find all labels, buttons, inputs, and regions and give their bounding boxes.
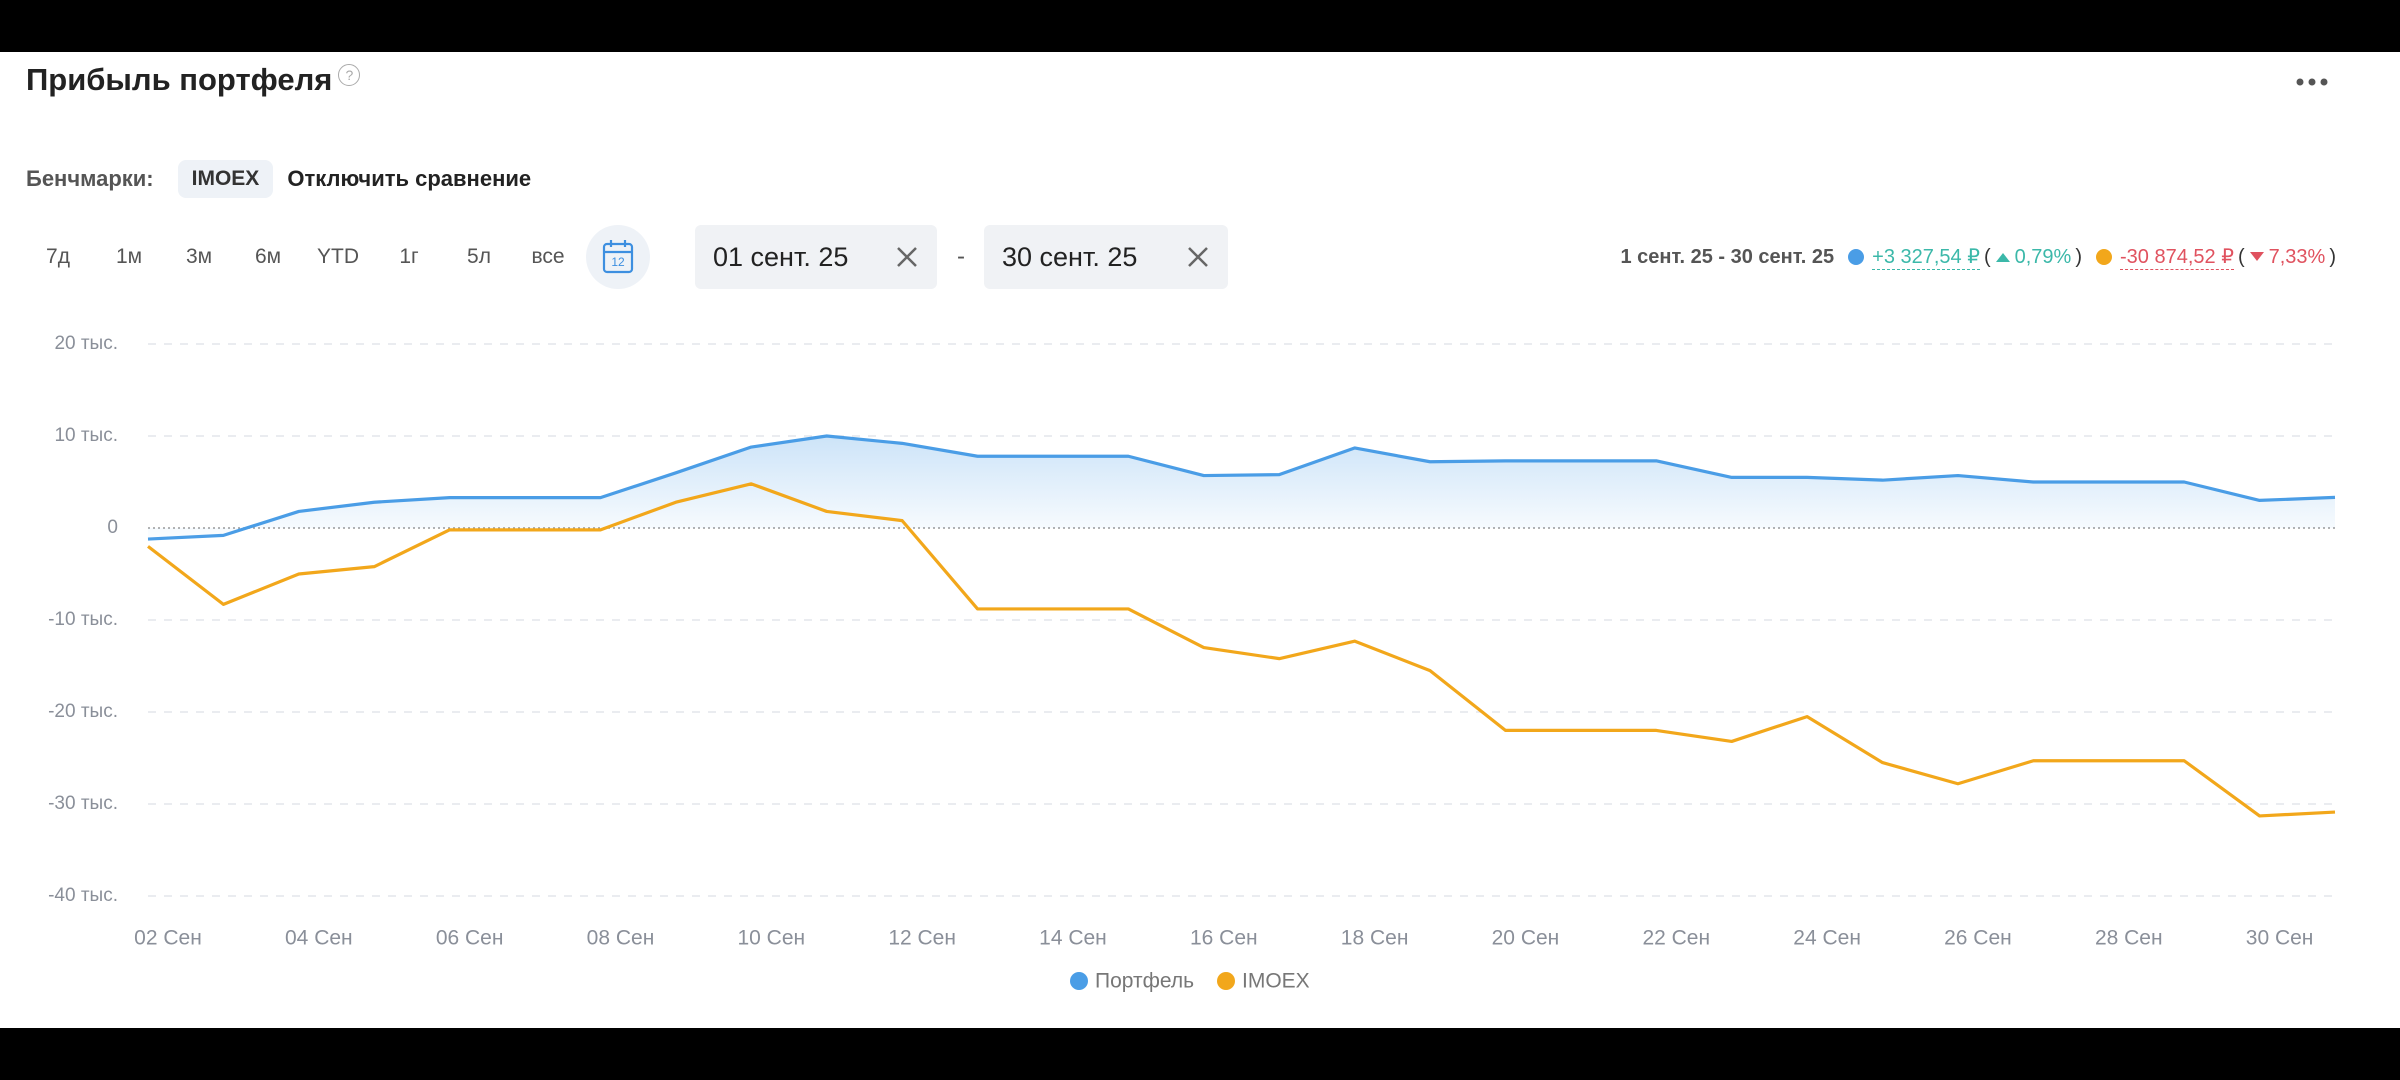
legend-dot	[1217, 972, 1235, 990]
portfolio-change: +3 327,54 ₽	[1872, 246, 1980, 270]
period-button[interactable]: все	[531, 245, 565, 268]
x-tick-label: 14 Сен	[1039, 927, 1107, 950]
x-tick-label: 02 Сен	[134, 927, 202, 950]
period-button[interactable]: 7д	[46, 245, 70, 268]
x-tick-label: 22 Сен	[1642, 927, 1710, 950]
y-tick-label: -20 тыс.	[48, 701, 118, 722]
x-tick-label: 08 Сен	[587, 927, 655, 950]
y-tick-label: -30 тыс.	[48, 793, 118, 814]
imoex-change: -30 874,52 ₽	[2120, 246, 2234, 270]
y-tick-label: -40 тыс.	[48, 885, 118, 906]
date-to[interactable]: 30 сент. 25	[984, 225, 1228, 289]
x-tick-label: 12 Сен	[888, 927, 956, 950]
series-line	[147, 482, 2336, 818]
area-fill	[148, 436, 2335, 540]
y-tick-label: -10 тыс.	[48, 609, 118, 630]
legend-dot	[2096, 249, 2113, 265]
x-tick-label: 16 Сен	[1190, 927, 1258, 950]
period-button[interactable]: 1г	[399, 245, 419, 268]
period-button[interactable]: 1м	[115, 245, 143, 268]
clear-icon[interactable]	[1186, 245, 1210, 269]
legend-dot	[1848, 249, 1865, 265]
down-arrow	[2249, 252, 2264, 261]
panel	[0, 52, 2400, 1028]
legend-label: IMOEX	[1242, 970, 1310, 993]
x-tick-label: 30 Сен	[2246, 927, 2314, 950]
x-tick-label: 10 Сен	[737, 927, 805, 950]
x-tick-label: 24 Сен	[1793, 927, 1861, 950]
summary-range: 1 сент. 25 - 30 сент. 25	[1620, 245, 1835, 268]
imoex-pct: 7,33%	[2268, 245, 2326, 268]
x-tick-label: 06 Сен	[436, 927, 504, 950]
legend-label: Портфель	[1095, 970, 1194, 993]
disable-comparison[interactable]: Отключить сравнение	[287, 166, 532, 191]
benchmark-chip[interactable]: IMOEX	[177, 160, 274, 198]
period-button[interactable]: 5л	[467, 245, 491, 268]
clear-icon[interactable]	[895, 245, 919, 269]
benchmarks: Бенчмарки: IMOEX Отключить сравнение	[26, 160, 531, 198]
series-line	[147, 434, 2336, 541]
period-button[interactable]: 3м	[185, 245, 213, 268]
paren: (	[2237, 245, 2245, 268]
x-tick-label: 04 Сен	[285, 927, 353, 950]
y-tick-label: 0	[107, 517, 118, 538]
calendar-button[interactable]: 12	[586, 225, 650, 289]
date-from[interactable]: 01 сент. 25	[695, 225, 937, 289]
header: Прибыль портфеля ?	[26, 62, 361, 98]
y-tick-label: 20 тыс.	[54, 333, 118, 354]
date-to-text: 30 сент. 25	[1002, 241, 1138, 272]
x-tick-label: 18 Сен	[1341, 927, 1409, 950]
summary: 1 сент. 25 - 30 сент. 25 +3 327,54 ₽ ( 0…	[1620, 244, 2336, 270]
period-button[interactable]: YTD	[317, 245, 359, 268]
date-separator: -	[957, 243, 965, 270]
help-icon[interactable]: ?	[338, 64, 361, 86]
calendar-day: 12	[611, 255, 625, 269]
paren: )	[2075, 245, 2083, 268]
benchmarks-label: Бенчмарки:	[26, 166, 154, 191]
period-button[interactable]: 6м	[254, 245, 282, 268]
paren: (	[1983, 245, 1991, 268]
x-tick-label: 20 Сен	[1492, 927, 1560, 950]
paren: )	[2329, 245, 2336, 268]
up-arrow	[1995, 253, 2010, 262]
more-menu[interactable]	[2296, 78, 2328, 86]
x-tick-label: 26 Сен	[1944, 927, 2012, 950]
y-tick-label: 10 тыс.	[54, 425, 118, 446]
portfolio-pct: 0,79%	[2014, 245, 2072, 268]
date-from-text: 01 сент. 25	[713, 241, 849, 272]
legend-dot	[1070, 972, 1088, 990]
title: Прибыль портфеля	[26, 62, 333, 97]
x-tick-label: 28 Сен	[2095, 927, 2163, 950]
